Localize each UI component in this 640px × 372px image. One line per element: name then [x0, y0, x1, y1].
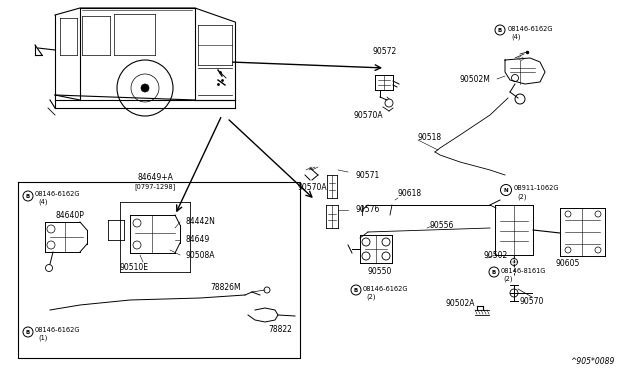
- Text: 90502M: 90502M: [460, 76, 491, 84]
- Text: 78822: 78822: [268, 326, 292, 334]
- Text: B: B: [492, 269, 496, 275]
- Text: (2): (2): [366, 294, 376, 300]
- Text: 90572: 90572: [373, 48, 397, 57]
- Text: 78826M: 78826M: [210, 283, 241, 292]
- Text: 90570A: 90570A: [297, 183, 327, 192]
- Text: (1): (1): [38, 335, 47, 341]
- Text: (4): (4): [511, 34, 520, 40]
- Text: (4): (4): [38, 199, 47, 205]
- Text: 08146-6162G: 08146-6162G: [35, 327, 81, 333]
- Text: ^905*0089: ^905*0089: [570, 357, 614, 366]
- Text: 90605: 90605: [555, 259, 579, 267]
- Text: (2): (2): [517, 194, 527, 200]
- Text: 90502: 90502: [484, 250, 508, 260]
- Text: 90510E: 90510E: [120, 263, 149, 273]
- Text: B: B: [26, 330, 30, 334]
- Text: 08146-8161G: 08146-8161G: [501, 268, 547, 274]
- Text: 84649+A: 84649+A: [137, 173, 173, 182]
- Text: N: N: [504, 187, 508, 192]
- Text: 84442N: 84442N: [185, 218, 215, 227]
- Text: B: B: [498, 28, 502, 32]
- Text: 90518: 90518: [418, 134, 442, 142]
- Text: B: B: [354, 288, 358, 292]
- Text: 90570: 90570: [520, 298, 545, 307]
- Text: B: B: [26, 193, 30, 199]
- Text: 90550: 90550: [368, 267, 392, 276]
- Text: 84640P: 84640P: [55, 211, 84, 219]
- Circle shape: [141, 84, 149, 92]
- Text: 90556: 90556: [430, 221, 454, 230]
- Text: 90508A: 90508A: [185, 250, 214, 260]
- Text: 90502A: 90502A: [445, 298, 474, 308]
- Text: 08146-6162G: 08146-6162G: [35, 191, 81, 197]
- Text: 08146-6162G: 08146-6162G: [508, 26, 554, 32]
- Text: 0B911-1062G: 0B911-1062G: [514, 185, 559, 191]
- Text: 90618: 90618: [398, 189, 422, 198]
- Text: [0797-1298]: [0797-1298]: [134, 183, 175, 190]
- Text: 90570A: 90570A: [353, 110, 383, 119]
- Text: 84649: 84649: [185, 235, 209, 244]
- Text: 08146-6162G: 08146-6162G: [363, 286, 408, 292]
- Text: 90576: 90576: [355, 205, 380, 215]
- Text: (2): (2): [503, 276, 513, 282]
- Text: 90571: 90571: [355, 170, 380, 180]
